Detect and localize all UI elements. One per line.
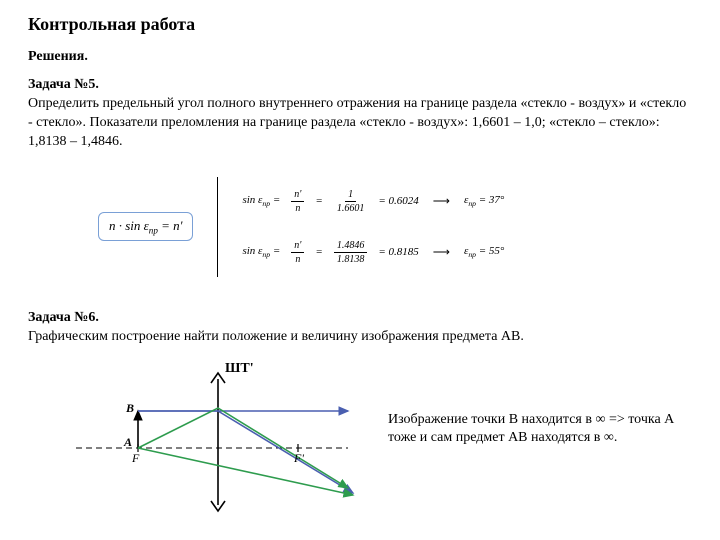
- label-B: B: [126, 401, 134, 416]
- ray-diagram: ШТ' B A F F': [68, 363, 358, 513]
- arrow-icon: ⟶: [433, 194, 450, 209]
- solutions-subtitle: Решения.: [28, 49, 692, 65]
- equation-1: sin εпр = n'n = 11.6601 = 0.6024 ⟶ εпр =…: [242, 189, 504, 214]
- task5-header: Задача №5.: [28, 77, 692, 93]
- label-A: A: [124, 435, 132, 450]
- label-sh: ШТ': [225, 361, 254, 377]
- task6-side-text: Изображение точки В находится в ∞ => точ…: [388, 363, 692, 449]
- label-Fprime: F': [294, 451, 304, 466]
- task6-header: Задача №6.: [28, 310, 692, 326]
- task5-text: Определить предельный угол полного внутр…: [28, 95, 692, 152]
- divider: [217, 177, 218, 277]
- label-F: F: [132, 451, 139, 466]
- equation-2: sin εпр = n'n = 1.48461.8138 = 0.8185 ⟶ …: [242, 240, 504, 265]
- equation-stack: sin εпр = n'n = 11.6601 = 0.6024 ⟶ εпр =…: [242, 189, 504, 265]
- page-title: Контрольная работа: [28, 14, 692, 35]
- task5-equations: n · sin εпр = n' sin εпр = n'n = 11.6601…: [98, 172, 692, 282]
- boxed-equation: n · sin εпр = n': [98, 212, 193, 242]
- diagram-svg: [68, 363, 358, 513]
- task6-text: Графическим построение найти положение и…: [28, 328, 692, 347]
- arrow-icon: ⟶: [433, 245, 450, 260]
- task6-body: ШТ' B A F F' Изображение точки В находит…: [28, 363, 692, 513]
